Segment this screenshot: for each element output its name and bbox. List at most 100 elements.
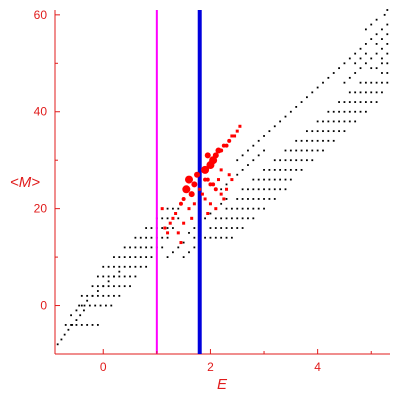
data-point xyxy=(338,130,340,133)
data-point xyxy=(327,120,330,123)
highlight-point xyxy=(166,231,170,235)
data-point xyxy=(322,149,324,152)
data-point xyxy=(134,236,137,239)
data-point xyxy=(348,57,351,60)
data-point xyxy=(236,173,239,176)
data-point xyxy=(134,275,137,278)
data-point xyxy=(295,168,298,171)
data-point xyxy=(279,168,282,171)
data-point xyxy=(214,217,217,220)
data-point xyxy=(375,101,378,103)
highlight-point xyxy=(230,178,234,182)
data-point xyxy=(311,139,314,142)
data-point xyxy=(118,275,121,278)
data-point xyxy=(86,294,89,297)
data-point xyxy=(107,265,110,268)
data-point xyxy=(284,115,287,118)
data-point xyxy=(102,285,105,288)
data-point xyxy=(348,76,351,79)
data-point xyxy=(354,101,357,103)
data-point xyxy=(123,275,126,278)
data-point xyxy=(386,62,389,65)
data-point xyxy=(311,149,314,152)
data-point xyxy=(386,52,389,55)
highlight-point xyxy=(179,241,183,245)
data-point xyxy=(204,217,206,220)
data-point xyxy=(193,227,196,229)
data-point xyxy=(322,81,324,84)
data-point xyxy=(99,304,102,307)
data-point xyxy=(279,159,282,162)
data-point xyxy=(230,227,233,229)
data-point xyxy=(338,110,340,113)
data-point xyxy=(225,227,228,229)
data-point xyxy=(67,328,70,331)
data-point xyxy=(263,135,265,137)
data-point xyxy=(306,96,308,99)
highlight-point xyxy=(182,221,186,225)
data-point xyxy=(295,159,298,162)
data-point xyxy=(193,246,196,249)
data-point xyxy=(188,231,190,234)
data-point xyxy=(375,67,378,70)
data-point xyxy=(236,198,239,200)
data-point xyxy=(257,178,260,181)
data-point xyxy=(289,168,292,171)
data-point xyxy=(188,251,190,254)
data-point xyxy=(273,188,276,191)
data-point xyxy=(63,333,66,336)
data-point xyxy=(257,207,260,210)
data-point xyxy=(359,67,362,70)
data-point xyxy=(383,13,386,16)
data-point xyxy=(375,43,378,45)
data-point xyxy=(364,43,367,45)
data-point xyxy=(359,101,362,103)
data-point xyxy=(86,299,89,302)
data-point xyxy=(139,246,142,249)
data-point xyxy=(268,178,271,181)
data-point xyxy=(118,256,121,258)
data-point xyxy=(268,188,271,191)
data-point xyxy=(209,227,212,229)
data-point xyxy=(257,139,260,142)
data-point xyxy=(172,207,174,210)
data-point xyxy=(107,280,110,283)
data-point xyxy=(102,275,105,278)
data-point xyxy=(279,178,282,181)
data-point xyxy=(252,178,255,181)
data-point xyxy=(348,101,351,103)
data-point xyxy=(139,236,142,239)
data-point xyxy=(273,159,276,162)
data-point xyxy=(375,52,378,55)
data-point xyxy=(257,154,260,157)
data-point xyxy=(300,149,303,152)
data-point xyxy=(370,38,373,40)
data-point xyxy=(102,294,105,297)
data-point xyxy=(381,62,383,65)
data-point xyxy=(134,265,137,268)
data-point xyxy=(332,110,335,113)
data-point xyxy=(247,198,249,200)
plot-frame xyxy=(54,10,390,355)
data-point xyxy=(236,227,239,229)
highlight-point xyxy=(201,165,210,174)
highlight-point xyxy=(235,129,239,133)
data-point xyxy=(284,188,287,191)
data-point xyxy=(359,91,362,94)
y-tick-label: 0 xyxy=(40,299,47,313)
data-point xyxy=(182,241,185,244)
vertical-lines xyxy=(155,10,202,354)
data-point xyxy=(257,188,260,191)
data-point xyxy=(78,304,81,307)
data-point xyxy=(364,101,367,103)
data-point xyxy=(354,62,357,65)
data-point xyxy=(284,149,287,152)
data-point xyxy=(381,28,383,31)
data-point xyxy=(273,168,276,171)
data-point xyxy=(386,23,389,26)
data-point xyxy=(289,178,292,181)
highlight-point xyxy=(222,197,226,201)
data-point xyxy=(209,212,212,215)
data-point xyxy=(343,62,346,65)
